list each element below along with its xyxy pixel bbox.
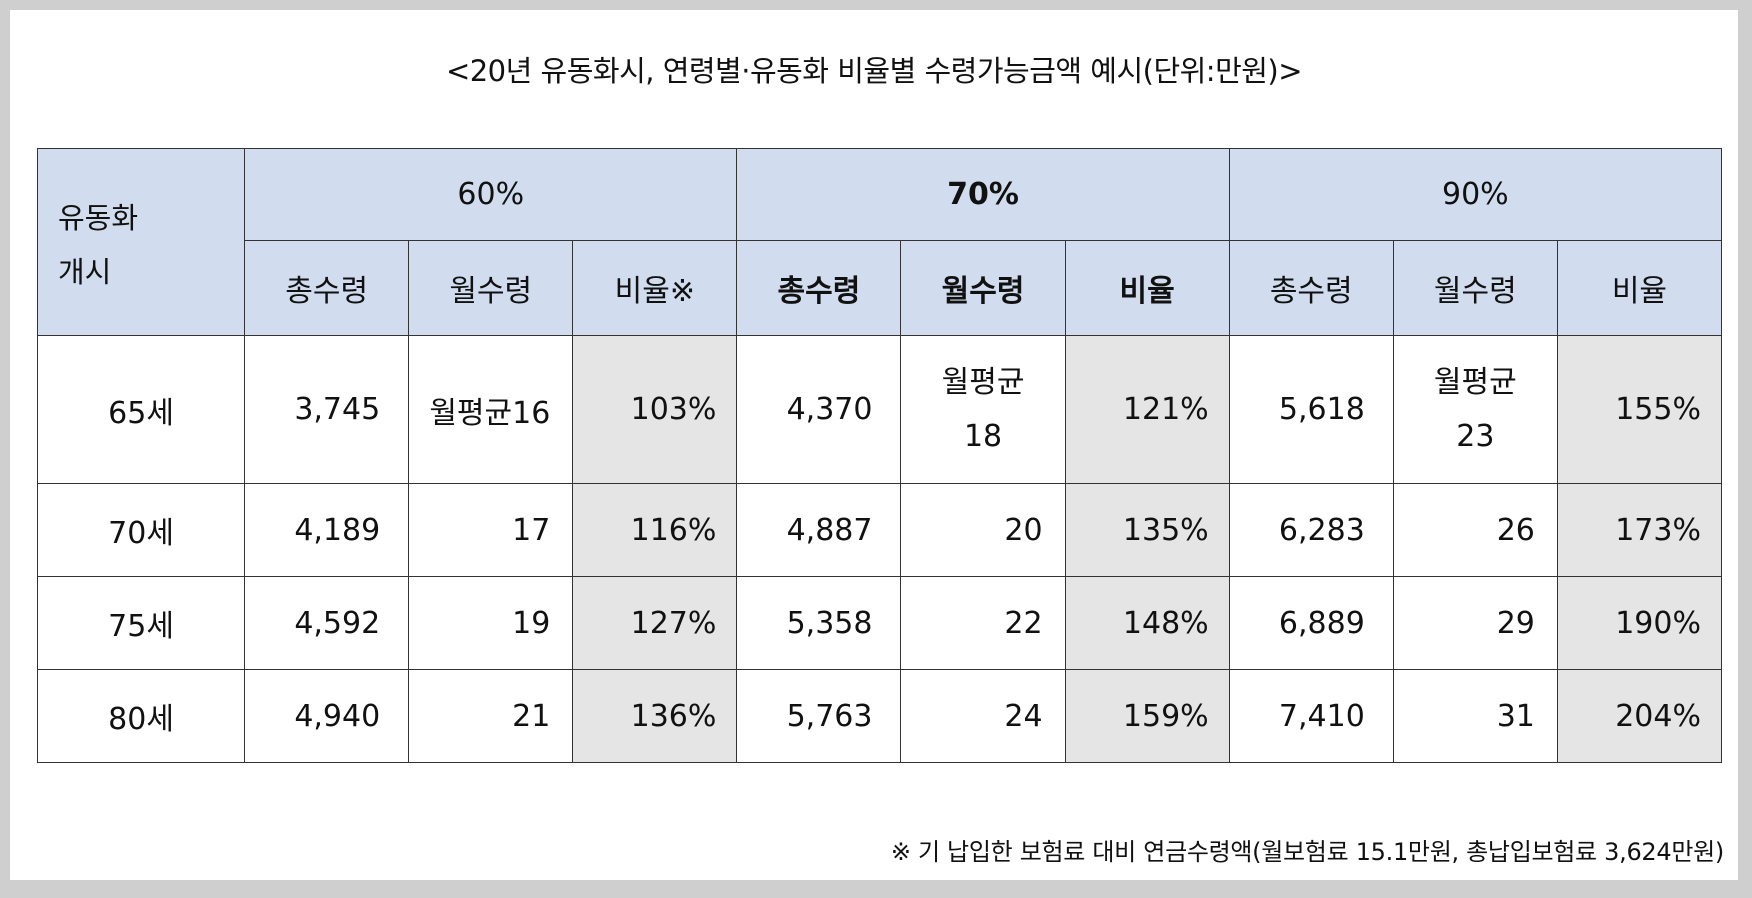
header-liquidation-start: 유동화 개시	[36, 148, 246, 336]
cell-60-ratio: 127%	[572, 576, 738, 670]
cell-70-total: 4,370	[736, 335, 902, 484]
row-age: 75세	[36, 576, 246, 670]
cell-70-monthly-line1: 월평균	[941, 364, 1025, 400]
table-row-75: 75세 4,592 19 127% 5,358 22 148% 6,889 29…	[36, 576, 1723, 670]
header-70-total: 총수령	[736, 240, 902, 336]
cell-90-ratio: 155%	[1556, 335, 1723, 484]
cell-70-ratio: 148%	[1064, 576, 1230, 670]
row-age: 65세	[36, 335, 246, 484]
cell-90-monthly: 월평균 23	[1392, 335, 1558, 484]
header-group-70: 70%	[736, 148, 1230, 241]
header-90-monthly: 월수령	[1392, 240, 1558, 336]
cell-90-ratio: 190%	[1556, 576, 1723, 670]
table-title: <20년 유동화시, 연령별·유동화 비율별 수령가능금액 예시(단위:만원)>	[445, 54, 1303, 88]
cell-60-total: 3,745	[244, 335, 410, 484]
cell-90-total: 6,283	[1228, 483, 1394, 577]
cell-90-monthly-line2: 23	[1456, 418, 1495, 454]
cell-60-total: 4,940	[244, 669, 410, 763]
cell-60-ratio: 136%	[572, 669, 738, 763]
header-60-total: 총수령	[244, 240, 410, 336]
row-age: 70세	[36, 483, 246, 577]
row-age: 80세	[36, 669, 246, 763]
document-sheet: <20년 유동화시, 연령별·유동화 비율별 수령가능금액 예시(단위:만원)>…	[10, 10, 1738, 880]
cell-60-total: 4,189	[244, 483, 410, 577]
cell-70-total: 5,358	[736, 576, 902, 670]
footnote: ※ 기 납입한 보험료 대비 연금수령액(월보험료 15.1만원, 총납입보험료…	[890, 838, 1724, 866]
header-group-90: 90%	[1228, 148, 1723, 241]
header-group-row: 유동화 개시 60% 70% 90%	[36, 148, 1723, 336]
cell-90-ratio: 173%	[1556, 483, 1723, 577]
cell-70-total: 4,887	[736, 483, 902, 577]
header-60-monthly: 월수령	[408, 240, 574, 336]
cell-90-total: 5,618	[1228, 335, 1394, 484]
table-row-80: 80세 4,940 21 136% 5,763 24 159% 7,410 31…	[36, 669, 1723, 763]
header-group-60: 60%	[244, 148, 738, 241]
header-90-ratio: 비율	[1556, 240, 1723, 336]
cell-70-monthly: 20	[900, 483, 1066, 577]
cell-60-ratio: 116%	[572, 483, 738, 577]
cell-90-monthly: 31	[1392, 669, 1558, 763]
header-60-ratio: 비율※	[572, 240, 738, 336]
cell-90-monthly: 26	[1392, 483, 1558, 577]
cell-70-monthly: 24	[900, 669, 1066, 763]
cell-70-monthly: 22	[900, 576, 1066, 670]
cell-90-ratio: 204%	[1556, 669, 1723, 763]
cell-60-monthly: 17	[408, 483, 574, 577]
cell-60-monthly: 21	[408, 669, 574, 763]
header-70-ratio: 비율	[1064, 240, 1230, 336]
cell-60-monthly: 19	[408, 576, 574, 670]
cell-90-monthly: 29	[1392, 576, 1558, 670]
cell-70-ratio: 159%	[1064, 669, 1230, 763]
table-row-70: 70세 4,189 17 116% 4,887 20 135% 6,283 26…	[36, 483, 1723, 577]
cell-70-ratio: 121%	[1064, 335, 1230, 484]
cell-90-monthly-line1: 월평균	[1433, 364, 1517, 400]
cell-90-total: 6,889	[1228, 576, 1394, 670]
header-sub-row: 총수령 월수령 비율※ 총수령 월수령 비율 총수령 월수령 비율	[38, 240, 1723, 336]
payout-table: 유동화 개시 60% 70% 90% 총수령 월수령 비율※ 총수령 월수령 비…	[36, 148, 1723, 763]
cell-70-total: 5,763	[736, 669, 902, 763]
header-70-monthly: 월수령	[900, 240, 1066, 336]
header-age-label-line2: 개시	[58, 255, 112, 289]
cell-60-total: 4,592	[244, 576, 410, 670]
header-90-total: 총수령	[1228, 240, 1394, 336]
cell-90-total: 7,410	[1228, 669, 1394, 763]
cell-70-monthly-line2: 18	[963, 418, 1003, 454]
cell-60-monthly: 월평균16	[408, 335, 574, 484]
cell-60-ratio: 103%	[572, 335, 738, 484]
cell-70-ratio: 135%	[1064, 483, 1230, 577]
cell-70-monthly: 월평균 18	[900, 335, 1066, 484]
header-age-label-line1: 유동화	[58, 201, 139, 235]
table-row-65: 65세 3,745 월평균16 103% 4,370 월평균 18 121% 5…	[36, 335, 1723, 484]
